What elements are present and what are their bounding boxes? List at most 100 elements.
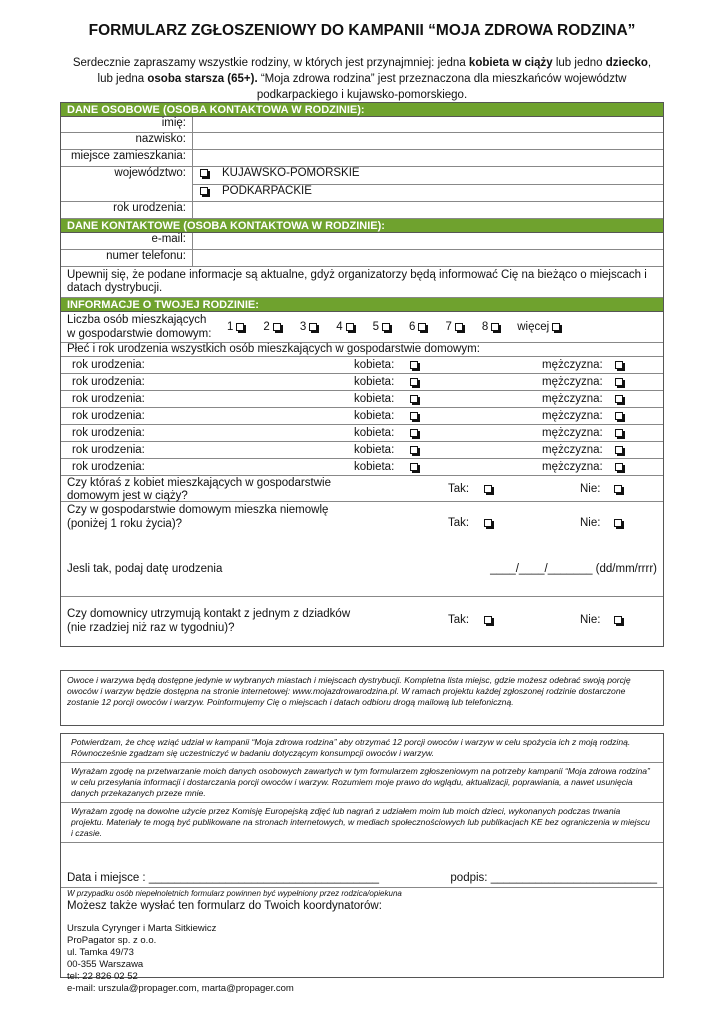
female-checkbox[interactable] xyxy=(410,412,418,420)
count-option-2[interactable]: 2 xyxy=(263,321,281,333)
grandparents-yes-checkbox[interactable] xyxy=(484,616,492,624)
no-label: Nie: xyxy=(580,517,601,529)
checkbox[interactable] xyxy=(418,322,427,331)
signature-area: Data i miejsce : _______________________… xyxy=(61,871,663,885)
male-checkbox[interactable] xyxy=(615,429,623,437)
male-label: mężczyzna: xyxy=(542,410,603,422)
member-row: rok urodzenia: kobieta: mężczyzna: xyxy=(61,459,663,476)
infant-no-checkbox[interactable] xyxy=(614,519,622,527)
intro-text: Serdecznie zapraszamy wszystkie rodziny,… xyxy=(72,57,652,101)
phone-field[interactable] xyxy=(193,250,663,266)
member-row: rok urodzenia: kobieta: mężczyzna: xyxy=(61,374,663,391)
male-label: mężczyzna: xyxy=(542,444,603,456)
grandparents-no-checkbox[interactable] xyxy=(614,616,622,624)
count-option-4[interactable]: 4 xyxy=(336,321,354,333)
section-header-personal: DANE OSOBOWE (OSOBA KONTAKTOWA W RODZINI… xyxy=(61,103,663,117)
coordinator-line: ProPagator sp. z o.o. xyxy=(67,935,157,946)
count-option-1[interactable]: 1 xyxy=(227,321,245,333)
count-option-7[interactable]: 7 xyxy=(445,321,463,333)
option-label: KUJAWSKO-POMORSKIE xyxy=(222,167,360,179)
male-label: mężczyzna: xyxy=(542,359,603,371)
option-kujawsko-pomorskie[interactable]: KUJAWSKO-POMORSKIE xyxy=(193,167,663,185)
consent-image-use: Wyrażam zgodę na dowolne użycie przez Ko… xyxy=(61,803,663,843)
first-name-field[interactable] xyxy=(193,117,663,132)
female-checkbox[interactable] xyxy=(410,395,418,403)
pregnant-no-checkbox[interactable] xyxy=(614,485,622,493)
count-option-label: 4 xyxy=(336,321,343,333)
member-row: rok urodzenia: kobieta: mężczyzna: xyxy=(61,391,663,408)
coordinator-line: Urszula Cyrynger i Marta Sitkiewicz xyxy=(67,923,217,934)
count-option-label: 2 xyxy=(263,321,270,333)
female-checkbox[interactable] xyxy=(410,446,418,454)
member-birth-label: rok urodzenia: xyxy=(72,376,145,388)
checkbox[interactable] xyxy=(454,322,463,331)
birth-year-label: rok urodzenia: xyxy=(61,202,193,218)
yes-label: Tak: xyxy=(448,614,470,626)
coordinators-heading: Możesz także wysłać ten formularz do Two… xyxy=(67,900,382,912)
date-place-field[interactable]: ____________________________________ xyxy=(148,872,380,884)
member-birth-label: rok urodzenia: xyxy=(72,461,145,473)
member-row: rok urodzenia: kobieta: mężczyzna: xyxy=(61,425,663,442)
male-label: mężczyzna: xyxy=(542,427,603,439)
consent-data-processing: Wyrażam zgodę na przetwarzanie moich dan… xyxy=(61,763,663,803)
no-label: Nie: xyxy=(580,614,601,626)
yes-label: Tak: xyxy=(448,483,470,495)
contact-note: Upewnij się, że podane informacje są akt… xyxy=(61,267,663,298)
yes-label: Tak: xyxy=(448,517,470,529)
checkbox[interactable] xyxy=(236,322,245,331)
count-option-label: 5 xyxy=(372,321,380,333)
pregnant-question: Czy któraś z kobiet mieszkających w gosp… xyxy=(67,477,331,502)
option-podkarpackie[interactable]: PODKARPACKIE xyxy=(193,185,663,201)
signature-row: podpis: __________________________ xyxy=(450,871,657,885)
coordinator-line: e-mail: urszula@propager.com, marta@prop… xyxy=(67,983,294,994)
checkbox[interactable] xyxy=(200,186,208,195)
option-label: PODKARPACKIE xyxy=(222,185,312,197)
checkbox[interactable] xyxy=(491,322,500,331)
last-name-field[interactable] xyxy=(193,133,663,149)
household-count-label: Liczba osób mieszkających w gospodarstwi… xyxy=(67,314,212,340)
female-checkbox[interactable] xyxy=(410,361,418,369)
member-birth-label: rok urodzenia: xyxy=(72,427,145,439)
grandparents-question-row: Czy domownicy utrzymują kontakt z jednym… xyxy=(61,597,663,646)
female-checkbox[interactable] xyxy=(410,463,418,471)
consents-box: Potwierdzam, że chcę wziąć udział w kamp… xyxy=(60,733,664,994)
male-label: mężczyzna: xyxy=(542,376,603,388)
count-option-8[interactable]: 8 xyxy=(482,321,500,333)
registration-form: DANE OSOBOWE (OSOBA KONTAKTOWA W RODZINI… xyxy=(60,102,664,647)
male-checkbox[interactable] xyxy=(615,378,623,386)
minors-note: W przypadku osób niepełnoletnich formula… xyxy=(61,887,663,899)
infant-date-field[interactable]: ____/____/_______ (dd/mm/rrrr) xyxy=(490,563,657,575)
member-row: rok urodzenia: kobieta: mężczyzna: xyxy=(61,408,663,425)
checkbox[interactable] xyxy=(345,322,354,331)
male-checkbox[interactable] xyxy=(615,395,623,403)
count-option-6[interactable]: 6 xyxy=(409,321,427,333)
female-label: kobieta: xyxy=(354,410,395,422)
checkbox[interactable] xyxy=(272,322,281,331)
date-place-label: Data i miejsce : xyxy=(67,872,146,884)
male-checkbox[interactable] xyxy=(615,446,623,454)
voivodeship-label: województwo: xyxy=(61,167,193,201)
infant-yes-checkbox[interactable] xyxy=(484,519,492,527)
female-checkbox[interactable] xyxy=(410,378,418,386)
count-option-3[interactable]: 3 xyxy=(300,321,318,333)
pregnant-yes-checkbox[interactable] xyxy=(484,485,492,493)
male-checkbox[interactable] xyxy=(615,361,623,369)
checkbox[interactable] xyxy=(382,322,391,331)
birth-year-field[interactable] xyxy=(193,202,663,218)
count-option-5[interactable]: 5 xyxy=(372,321,391,333)
infant-question-row: Czy w gospodarstwie domowym mieszka niem… xyxy=(61,502,663,597)
checkbox[interactable] xyxy=(309,322,318,331)
residence-field[interactable] xyxy=(193,150,663,166)
female-checkbox[interactable] xyxy=(410,429,418,437)
male-checkbox[interactable] xyxy=(615,412,623,420)
first-name-label: imię: xyxy=(61,117,193,132)
email-field[interactable] xyxy=(193,233,663,249)
grandparents-question: Czy domownicy utrzymują kontakt z jednym… xyxy=(67,608,351,634)
count-option-label: więcej xyxy=(517,321,550,333)
count-option-więcej[interactable]: więcej xyxy=(517,321,561,333)
male-checkbox[interactable] xyxy=(615,463,623,471)
checkbox[interactable] xyxy=(552,322,561,331)
signature-field[interactable]: __________________________ xyxy=(490,872,657,884)
checkbox[interactable] xyxy=(200,168,208,177)
page-title: FORMULARZ ZGŁOSZENIOWY DO KAMPANII “MOJA… xyxy=(88,22,636,39)
